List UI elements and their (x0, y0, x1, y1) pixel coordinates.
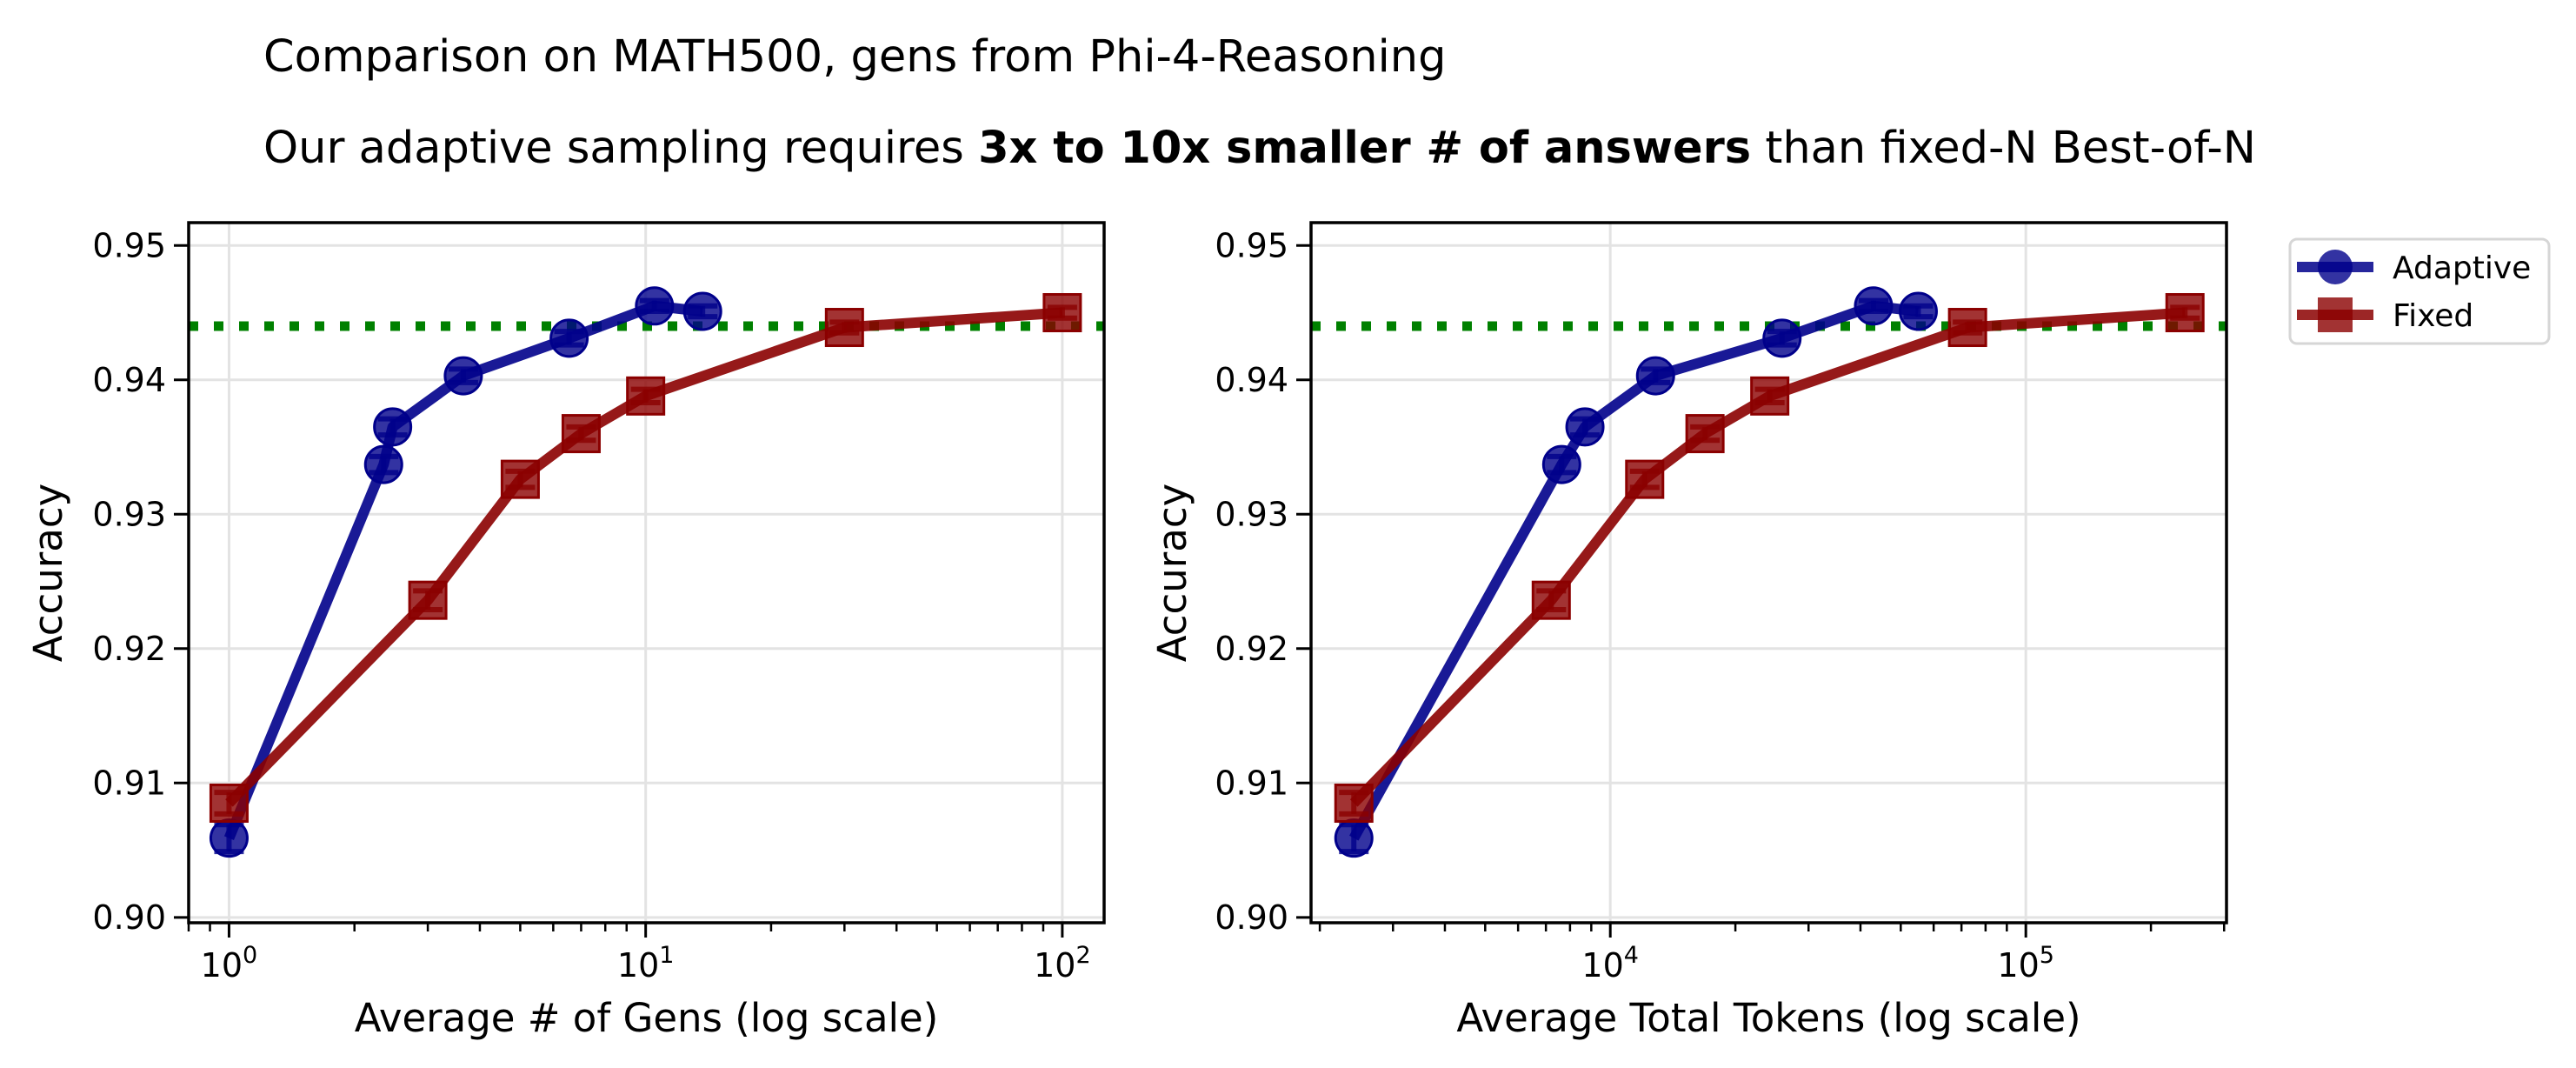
title-suffix: than fixed-N Best-of-N (1751, 123, 2256, 174)
data-point-adaptive (209, 818, 249, 858)
legend-item-fixed: Fixed (2297, 297, 2473, 334)
chart-title-line-1: Comparison on MATH500, gens from Phi-4-R… (263, 31, 1447, 83)
data-point-adaptive (443, 356, 483, 396)
x-tick-label: 100 (201, 942, 258, 985)
title-prefix: Our adaptive sampling requires (263, 123, 979, 174)
subplot-2: 104 105 0.90 0.91 0.92 0.93 0.94 0.95 Average To… (1149, 221, 2228, 1041)
legend-item-adaptive: Adaptive (2297, 250, 2531, 286)
y-tick-label: 0.93 (92, 495, 166, 533)
y-tick-label: 0.94 (92, 361, 166, 399)
data-point-adaptive (1854, 286, 1894, 326)
axes-frame (187, 221, 1106, 924)
series-fixed (1334, 293, 2205, 823)
data-point-fixed (1334, 783, 1374, 823)
legend-square-marker-icon (2318, 297, 2353, 332)
data-point-adaptive (1635, 356, 1675, 396)
y-axis-title: Accuracy (25, 484, 71, 662)
axes-frame (1309, 221, 2228, 924)
y-tick-label: 0.95 (92, 226, 166, 264)
x-tick-label: 104 (1581, 942, 1639, 985)
data-point-adaptive (549, 318, 589, 358)
subplot-1: 100 101 102 0.90 0.91 0.92 0.93 0.94 0.95 Average… (25, 221, 1106, 1041)
data-point-fixed (561, 414, 601, 454)
data-point-fixed (2165, 293, 2205, 333)
x-tick-label: 102 (1034, 942, 1091, 985)
y-tick-label: 0.94 (1215, 361, 1288, 399)
data-point-fixed (626, 376, 666, 416)
y-tick-label: 0.90 (92, 898, 166, 937)
y-tick-label: 0.92 (1215, 630, 1288, 668)
data-point-adaptive (1762, 318, 1802, 358)
y-tick-label: 0.95 (1215, 226, 1288, 264)
data-point-adaptive (1898, 291, 1938, 331)
data-point-adaptive (1565, 407, 1605, 447)
data-point-fixed (1947, 308, 1987, 348)
y-axis-title: Accuracy (1149, 484, 1195, 662)
y-tick-label: 0.91 (1215, 764, 1288, 802)
data-point-fixed (1750, 376, 1790, 416)
chart-title-line-2: Our adaptive sampling requires 3x to 10x… (263, 123, 2256, 174)
series-line-adaptive (1349, 300, 1920, 841)
data-point-adaptive (373, 407, 413, 447)
series-adaptive (209, 286, 722, 858)
data-point-fixed (408, 580, 448, 620)
data-point-fixed (824, 308, 864, 348)
series-fixed (209, 293, 1082, 823)
legend-label: Fixed (2393, 298, 2473, 334)
data-point-adaptive (363, 444, 403, 484)
x-tick-label: 101 (617, 942, 675, 985)
data-point-fixed (1625, 459, 1665, 499)
y-tick-label: 0.93 (1215, 495, 1288, 533)
y-tick-label: 0.91 (92, 764, 166, 802)
legend-circle-marker-icon (2318, 250, 2353, 284)
x-tick-label: 105 (1997, 942, 2054, 985)
title-emphasis: 3x to 10x smaller # of answers (978, 123, 1752, 174)
data-point-adaptive (1334, 818, 1374, 858)
data-point-fixed (1042, 293, 1082, 333)
legend-label: Adaptive (2393, 250, 2531, 286)
data-point-adaptive (1541, 444, 1581, 484)
legend: Adaptive Fixed (2288, 237, 2551, 345)
data-point-fixed (209, 783, 249, 823)
y-tick-label: 0.90 (1215, 898, 1288, 937)
data-point-adaptive (682, 291, 722, 331)
series-adaptive (1334, 286, 1938, 858)
data-point-fixed (1531, 580, 1571, 620)
y-tick-label: 0.92 (92, 630, 166, 668)
data-point-fixed (500, 459, 540, 499)
x-axis-title: Average # of Gens (log scale) (355, 995, 939, 1041)
data-point-fixed (1685, 414, 1725, 454)
data-point-adaptive (635, 286, 675, 326)
x-axis-title: Average Total Tokens (log scale) (1456, 995, 2080, 1041)
